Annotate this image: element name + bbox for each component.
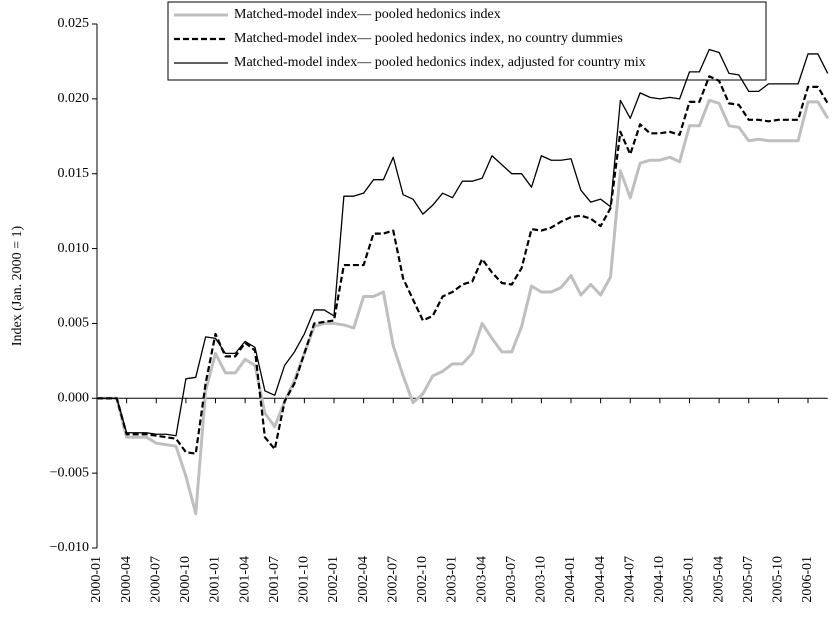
series-line [97, 98, 830, 516]
x-tick-label: 2004-04 [593, 556, 608, 603]
x-tick-label: 2004-07 [622, 556, 637, 603]
x-tick-label: 2000-07 [148, 556, 163, 603]
y-tick-label: −0.010 [50, 540, 89, 555]
y-axis-label: Index (Jan. 2000 = 1) [10, 226, 25, 347]
legend-label: Matched-model index— pooled hedonics ind… [234, 31, 623, 46]
legend-label: Matched-model index— pooled hedonics ind… [234, 55, 646, 70]
x-tick-label: 2002-04 [356, 556, 371, 603]
x-tick-label: 2001-01 [208, 556, 223, 603]
x-tick-label: 2000-01 [89, 556, 104, 603]
y-tick-label: 0.025 [58, 16, 90, 31]
x-tick-label: 2002-01 [326, 556, 341, 603]
x-tick-label: 2000-04 [119, 556, 134, 603]
x-tick-label: 2001-10 [297, 556, 312, 603]
x-tick-label: 2002-10 [415, 556, 430, 603]
x-tick-label: 2005-07 [741, 556, 756, 603]
x-tick-label: 2001-07 [267, 556, 282, 603]
x-tick-label: 2002-07 [385, 556, 400, 603]
y-tick-label: 0.015 [58, 166, 90, 181]
legend-box [167, 1, 767, 81]
x-tick-label: 2003-07 [504, 556, 519, 603]
x-tick-label: 2005-04 [711, 556, 726, 603]
x-tick-label: 2003-10 [534, 556, 549, 603]
series-line [97, 75, 829, 455]
x-tick-label: 2006-01 [800, 556, 815, 603]
series-line [97, 48, 829, 437]
x-tick-label: 2005-10 [771, 556, 786, 603]
x-tick-label: 2005-01 [682, 556, 697, 603]
y-tick-label: 0.000 [58, 391, 90, 406]
x-tick-label: 2001-04 [237, 556, 252, 603]
x-tick-label: 2004-01 [563, 556, 578, 603]
y-tick-label: −0.005 [50, 465, 89, 480]
x-tick-label: 2003-01 [445, 556, 460, 603]
x-tick-label: 2000-10 [178, 556, 193, 603]
y-tick-label: 0.005 [58, 316, 90, 331]
legend-label: Matched-model index— pooled hedonics ind… [234, 7, 501, 22]
y-tick-label: 0.010 [58, 241, 90, 256]
x-tick-label: 2003-04 [474, 556, 489, 603]
y-tick-label: 0.020 [58, 91, 90, 106]
x-tick-label: 2004-10 [652, 556, 667, 603]
